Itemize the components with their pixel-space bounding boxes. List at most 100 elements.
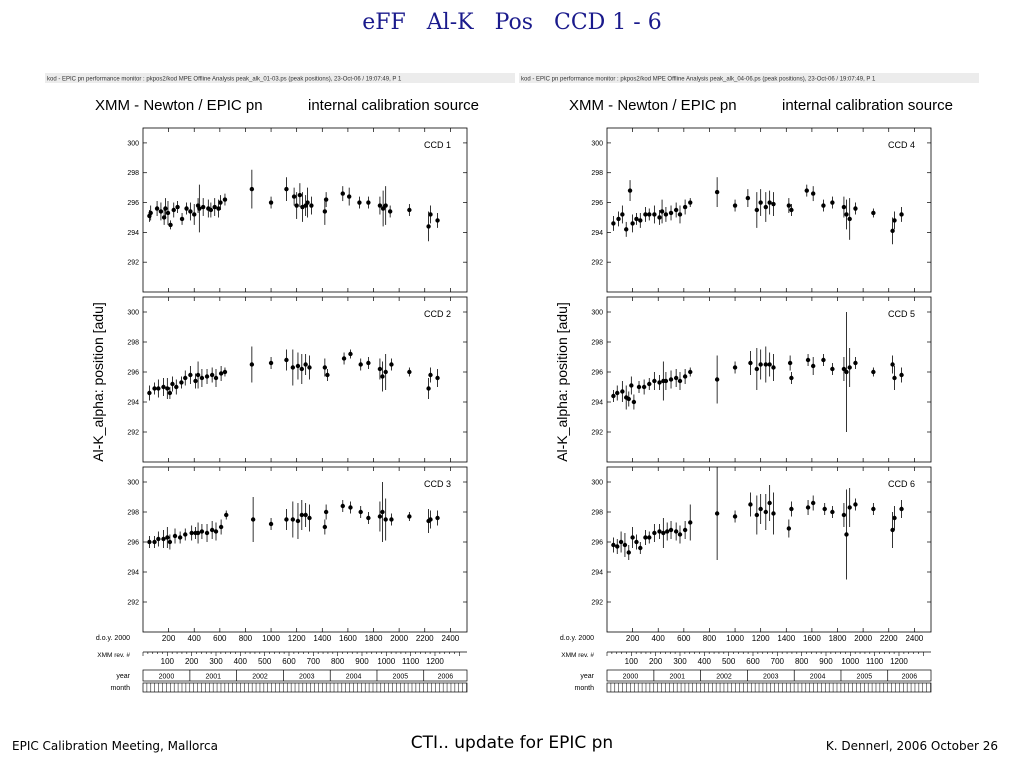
- data-point: [299, 512, 304, 518]
- data-point: [295, 518, 301, 524]
- data-point: [366, 200, 371, 205]
- data-point: [348, 351, 353, 357]
- data-point: [787, 360, 793, 366]
- y-tick-label: 296: [127, 540, 139, 547]
- year-label: 2002: [252, 674, 268, 681]
- data-point: [618, 539, 624, 545]
- data-point: [366, 515, 371, 521]
- data-point: [389, 517, 394, 522]
- rev-row-label: XMM rev. #: [97, 652, 130, 659]
- data-point: [853, 206, 858, 211]
- data-point: [249, 362, 255, 367]
- data-point: [786, 203, 792, 208]
- data-point: [732, 514, 738, 519]
- doy-tick-label: 400: [652, 634, 666, 643]
- data-point: [161, 536, 166, 542]
- data-point: [161, 384, 166, 390]
- plot-frame: [606, 466, 932, 633]
- footer-author-date: K. Dennerl, 2006 October 26: [825, 739, 998, 753]
- ccd-label: CCD 6: [888, 479, 915, 489]
- data-point: [290, 517, 296, 522]
- data-point: [209, 372, 215, 378]
- doy-tick-label: 1000: [262, 634, 280, 643]
- data-point: [183, 375, 188, 381]
- data-point: [805, 505, 811, 510]
- rev-tick-label: 900: [355, 657, 369, 666]
- data-point: [638, 218, 643, 223]
- month-row-label: month: [111, 685, 131, 692]
- data-point: [652, 530, 657, 536]
- y-tick-label: 294: [591, 230, 603, 237]
- data-point: [892, 375, 897, 381]
- data-point: [377, 203, 383, 208]
- data-point: [611, 393, 616, 399]
- data-point: [407, 369, 412, 375]
- data-point: [853, 360, 858, 366]
- data-point: [626, 550, 631, 555]
- data-point: [152, 539, 157, 545]
- data-point: [830, 200, 835, 205]
- data-point: [890, 228, 895, 234]
- rev-tick-label: 400: [698, 657, 712, 666]
- data-point: [789, 506, 794, 512]
- data-point: [871, 369, 876, 375]
- data-point: [804, 188, 809, 193]
- plot-frame: [606, 296, 932, 463]
- data-point: [631, 399, 637, 405]
- data-point: [634, 216, 639, 222]
- data-point: [643, 535, 648, 540]
- rev-tick-label: 200: [649, 657, 663, 666]
- data-point: [847, 505, 852, 510]
- data-point: [638, 545, 643, 551]
- month-row-frame: [606, 682, 932, 693]
- plot-frame: [142, 466, 468, 633]
- year-row-frame: [142, 669, 468, 682]
- data-point: [767, 500, 772, 506]
- data-point: [428, 212, 433, 217]
- data-point: [165, 386, 170, 391]
- data-point: [657, 215, 662, 220]
- doy-tick-label: 2400: [441, 634, 459, 643]
- data-point: [805, 357, 811, 363]
- data-point: [822, 506, 827, 512]
- ccd-label: CCD 4: [888, 140, 915, 150]
- data-point: [303, 362, 308, 367]
- data-point: [659, 209, 665, 214]
- data-point: [748, 360, 753, 366]
- data-point: [224, 512, 229, 518]
- ccd-label: CCD 1: [424, 140, 451, 150]
- data-point: [664, 529, 670, 534]
- data-point: [871, 506, 876, 512]
- year-row-label: year: [580, 673, 594, 680]
- year-label: 2004: [346, 674, 362, 681]
- data-point: [268, 360, 274, 366]
- plot-frame: [606, 127, 932, 293]
- y-tick-label: 292: [127, 600, 139, 607]
- rev-tick-label: 600: [282, 657, 296, 666]
- data-point: [323, 509, 329, 515]
- data-point: [763, 204, 768, 210]
- data-point: [636, 384, 642, 390]
- data-point: [152, 386, 157, 391]
- rev-tick-label: 100: [625, 657, 639, 666]
- data-point: [377, 366, 383, 372]
- data-point: [188, 372, 193, 378]
- data-point: [167, 390, 173, 396]
- data-point: [358, 509, 363, 515]
- data-point: [847, 216, 852, 222]
- data-point: [890, 527, 895, 533]
- data-point: [212, 204, 217, 210]
- rev-tick-label: 800: [331, 657, 345, 666]
- doy-tick-label: 1400: [777, 634, 795, 643]
- data-point: [673, 375, 679, 381]
- month-row-label: month: [575, 685, 595, 692]
- data-point: [387, 209, 393, 214]
- rev-tick-label: 900: [819, 657, 833, 666]
- data-point: [688, 520, 693, 525]
- data-point: [179, 380, 184, 385]
- year-label: 2003: [299, 674, 315, 681]
- data-point: [754, 512, 760, 518]
- data-point: [307, 365, 312, 370]
- rev-tick-label: 700: [307, 657, 321, 666]
- month-row-frame: [142, 682, 468, 693]
